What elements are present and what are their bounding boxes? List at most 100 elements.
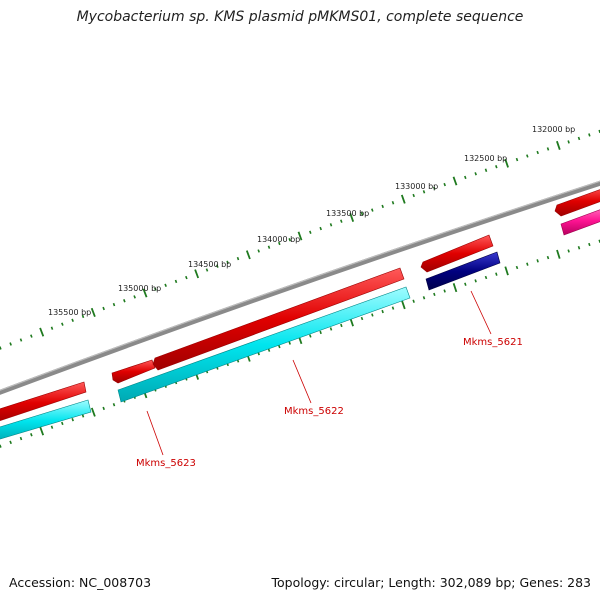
inner-ring-tick	[474, 279, 477, 283]
outer-ring-tick	[297, 231, 303, 241]
inner-ring-tick	[495, 272, 498, 276]
gene-label-mkms-5621[interactable]: Mkms_5621	[463, 337, 523, 348]
outer-ring-tick	[245, 250, 251, 260]
gene-arrow-navy[interactable]	[425, 251, 501, 291]
accession-text: Accession: NC_008703	[9, 575, 152, 590]
outer-ring-tick	[236, 256, 240, 261]
inner-ring-tick	[577, 246, 581, 250]
outer-ring-tick	[257, 249, 260, 253]
outer-ring-tick	[154, 287, 157, 291]
outer-ring-tick	[50, 326, 54, 330]
map-title: Mycobacterium sp. KMS plasmid pMKMS01, c…	[76, 9, 524, 25]
outer-ring-tick	[400, 194, 406, 204]
tick-label-134000: 134000 bp	[257, 235, 300, 244]
outer-ring-tick	[226, 260, 229, 265]
inner-ring-tick	[371, 313, 374, 317]
outer-ring-tick	[278, 241, 281, 246]
leader-mkms-5623	[146, 410, 164, 456]
outer-ring-tick	[39, 327, 45, 337]
inner-ring-tick	[546, 255, 550, 260]
outer-ring-tick	[30, 334, 33, 338]
outer-ring-tick	[216, 264, 219, 268]
gene-arrow-forward-main[interactable]	[152, 267, 405, 371]
outer-ring-tick	[123, 299, 126, 303]
inner-ring-tick	[464, 282, 467, 286]
inner-ring-tick	[9, 440, 12, 445]
outer-ring-tick	[495, 165, 498, 169]
inner-ring-tick	[112, 403, 116, 407]
inner-ring-tick	[443, 289, 446, 293]
outer-ring-tick	[588, 133, 591, 137]
gene-arrow-pink[interactable]	[560, 206, 600, 236]
gene-arrow-reverse-left[interactable]	[0, 399, 92, 442]
outer-ring-tick	[133, 295, 136, 299]
outer-ring-tick	[174, 279, 178, 284]
outer-ring-tick	[360, 212, 364, 216]
outer-ring-tick	[340, 219, 343, 223]
outer-ring-tick	[205, 268, 209, 272]
outer-ring-tick	[9, 342, 12, 346]
outer-ring-tick	[102, 306, 105, 311]
plasmid-backbone	[0, 180, 600, 395]
tick-label-133000: 133000 bp	[395, 182, 438, 191]
outer-ring-tick	[71, 318, 74, 322]
inner-ring-tick	[401, 300, 406, 310]
inner-ring-tick	[381, 309, 384, 314]
gene-arrow-forward-small[interactable]	[111, 359, 156, 384]
inner-ring-tick	[19, 436, 23, 441]
inner-ring-tick	[30, 433, 33, 437]
outer-ring-tick	[185, 275, 188, 280]
tick-label-133500: 133500 bp	[326, 209, 369, 218]
inner-ring-tick	[267, 348, 271, 352]
outer-ring-tick	[381, 204, 384, 209]
leader-mkms-5621	[470, 290, 492, 335]
inner-ring-tick	[391, 306, 395, 310]
outer-ring-tick	[329, 223, 333, 227]
outer-ring-tick	[422, 190, 426, 194]
outer-ring-tick	[526, 154, 529, 158]
inner-ring-tick	[588, 242, 591, 247]
inner-ring-tick	[39, 426, 45, 436]
inner-ring-tick	[288, 341, 291, 345]
outer-ring-tick	[309, 230, 312, 234]
gene-arrow-forward-edge[interactable]	[554, 186, 600, 217]
outer-ring-tick	[142, 288, 148, 298]
tick-label-132500: 132500 bp	[464, 154, 507, 163]
outer-ring-tick	[412, 193, 415, 198]
outer-ring-tick	[577, 136, 581, 141]
gene-label-mkms-5622[interactable]: Mkms_5622	[284, 406, 344, 417]
outer-ring-tick	[546, 147, 550, 151]
gene-arrow-forward-left[interactable]	[0, 381, 87, 424]
tick-label-135000: 135000 bp	[118, 284, 161, 293]
tick-label-132000: 132000 bp	[532, 125, 575, 134]
outer-ring-tick	[391, 201, 395, 205]
outer-ring-tick	[484, 168, 488, 172]
inner-ring-tick	[536, 259, 539, 263]
outer-ring-tick	[61, 322, 64, 326]
gene-label-mkms-5623[interactable]: Mkms_5623	[136, 458, 196, 469]
inner-ring-tick	[340, 323, 343, 328]
gene-arrow-forward-right[interactable]	[420, 234, 494, 273]
outer-ring-tick	[90, 307, 96, 318]
outer-ring-tick	[567, 140, 570, 144]
outer-ring-tick	[452, 176, 458, 186]
outer-ring-tick	[504, 158, 509, 168]
outer-ring-tick	[556, 140, 561, 150]
inner-ring-tick	[422, 296, 426, 300]
inner-ring-tick	[319, 330, 322, 335]
outer-ring-tick	[194, 269, 200, 279]
inner-ring-tick	[504, 266, 509, 276]
outer-ring-tick	[19, 338, 23, 342]
inner-ring-tick	[433, 292, 436, 297]
tick-label-135500: 135500 bp	[48, 308, 91, 317]
inner-ring-tick	[526, 262, 529, 266]
outer-ring-tick	[164, 283, 167, 287]
outer-ring-tick	[536, 150, 539, 155]
outer-ring-tick	[288, 238, 291, 242]
outer-ring-tick	[474, 172, 477, 176]
inner-ring-tick	[515, 265, 519, 270]
outer-ring-tick	[443, 182, 446, 187]
gene-arrow-reverse-main[interactable]	[117, 286, 411, 403]
inner-ring-tick	[71, 417, 74, 422]
